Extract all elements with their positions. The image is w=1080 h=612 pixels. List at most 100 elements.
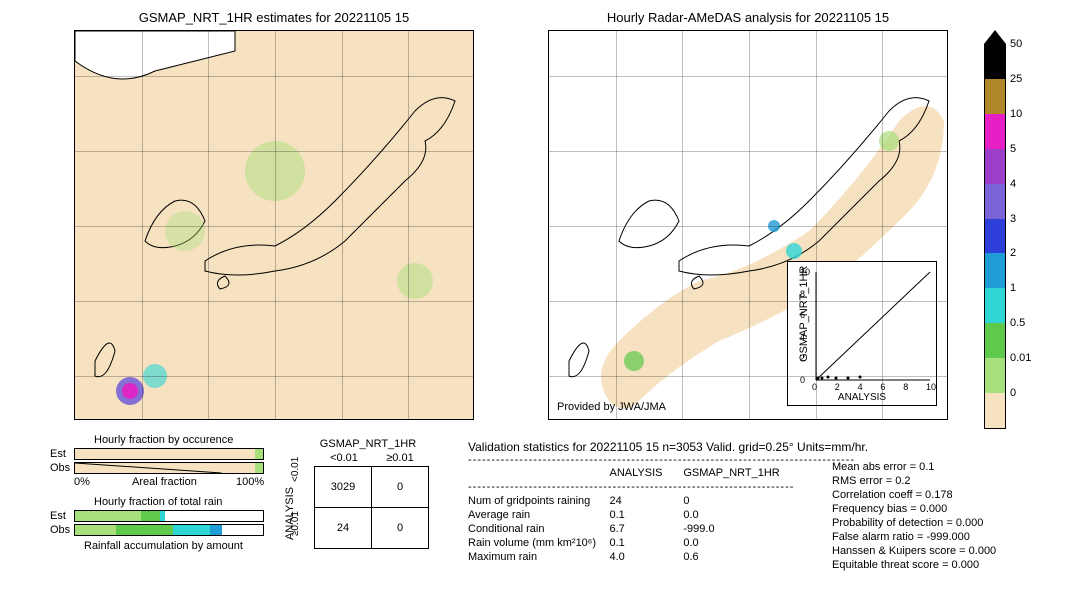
- stat-line: Probability of detection = 0.000: [832, 516, 996, 530]
- xtick-label: 135°E: [260, 419, 290, 420]
- inset-ytick: 6: [800, 310, 805, 320]
- colorbar-label: 3: [1010, 213, 1016, 225]
- stats-list: Mean abs error = 0.1RMS error = 0.2Corre…: [832, 460, 996, 572]
- val-cell: 0.1: [610, 536, 684, 550]
- stat-line: Frequency bias = 0.000: [832, 502, 996, 516]
- ytick-label: 25°N: [548, 370, 549, 382]
- val-col-header: GSMAP_NRT_1HR: [683, 466, 802, 480]
- hbar2-obs-label: Obs: [50, 524, 70, 536]
- val-cell: Num of gridpoints raining: [468, 494, 610, 508]
- colorbar-segment: [984, 44, 1006, 79]
- ytick-label: 35°N: [548, 220, 549, 232]
- colorbar-segment: [984, 358, 1006, 393]
- stat-line: Mean abs error = 0.1: [832, 460, 996, 474]
- contingency-table: 3029 0 24 0: [314, 466, 429, 549]
- inset-xtick: 2: [835, 382, 840, 392]
- hbar2-obs: [74, 524, 264, 536]
- validation-table: ANALYSISGSMAP_NRT_1HR-------------------…: [468, 466, 802, 564]
- bar-segment: [173, 525, 211, 535]
- xtick-label: 130°E: [193, 419, 223, 420]
- colorbar-segment: [984, 114, 1006, 149]
- ytick-label: 25°N: [74, 370, 75, 382]
- right-map-title: Hourly Radar-AMeDAS analysis for 2022110…: [548, 10, 948, 25]
- colorbar-label: 10: [1010, 108, 1022, 120]
- hbar1-obs-label: Obs: [50, 462, 70, 474]
- inset-ytick: 4: [800, 332, 805, 342]
- ctg-col-header: GSMAP_NRT_1HR: [312, 438, 424, 450]
- validation-header: Validation statistics for 20221105 15 n=…: [468, 440, 1058, 454]
- xtick-label: 140°E: [801, 419, 831, 420]
- hbar1-xlab-r: 100%: [236, 476, 264, 488]
- ctg-cell-10: 24: [315, 508, 372, 549]
- xtick-label: 140°E: [327, 419, 357, 420]
- colorbar-label: 1: [1010, 282, 1016, 294]
- ytick-label: 45°N: [74, 70, 75, 82]
- colorbar-segment: [984, 79, 1006, 114]
- inset-ytick: 2: [800, 353, 805, 363]
- colorbar-segment: [984, 184, 1006, 219]
- val-cell: 24: [610, 494, 684, 508]
- inset-ytick: 8: [800, 289, 805, 299]
- colorbar-segment: [984, 253, 1006, 288]
- bar-segment: [255, 449, 263, 459]
- left-map-panel: 25°N30°N35°N40°N45°N125°E130°E135°E140°E…: [74, 30, 474, 420]
- colorbar: 502510543210.50.010: [984, 44, 1006, 414]
- ytick-label: 45°N: [548, 70, 549, 82]
- bar-segment: [141, 511, 160, 521]
- hbar1-obs: [74, 462, 264, 474]
- bar-segment: [210, 525, 221, 535]
- hbar-title-3: Rainfall accumulation by amount: [84, 540, 243, 552]
- inset-xtick: 10: [926, 382, 936, 392]
- val-cell: Conditional rain: [468, 522, 610, 536]
- ytick-label: 40°N: [548, 145, 549, 157]
- left-map-title: GSMAP_NRT_1HR estimates for 20221105 15: [74, 10, 474, 25]
- ytick-label: 30°N: [74, 295, 75, 307]
- inset-ytick: 10: [800, 267, 810, 277]
- val-cell: 0: [683, 494, 802, 508]
- xtick-label: 125°E: [127, 419, 157, 420]
- inset-xlabel: ANALYSIS: [788, 392, 936, 403]
- hbar-title-2: Hourly fraction of total rain: [94, 496, 222, 508]
- colorbar-segment: [984, 393, 1006, 428]
- bar-segment: [116, 525, 172, 535]
- hbar-title-1: Hourly fraction by occurence: [94, 434, 233, 446]
- stat-line: RMS error = 0.2: [832, 474, 996, 488]
- colorbar-segment: [984, 149, 1006, 184]
- inset-xtick: 4: [858, 382, 863, 392]
- hbar2-est-label: Est: [50, 510, 66, 522]
- colorbar-label: 0.01: [1010, 352, 1031, 364]
- val-cell: 6.7: [610, 522, 684, 536]
- val-cell: 0.1: [610, 508, 684, 522]
- ytick-label: 35°N: [74, 220, 75, 232]
- colorbar-label: 25: [1010, 73, 1022, 85]
- val-col-header: ANALYSIS: [610, 466, 684, 480]
- bar-segment: [255, 463, 263, 473]
- provided-by: Provided by JWA/JMA: [557, 401, 666, 413]
- colorbar-segment: [984, 323, 1006, 358]
- bar-segment: [75, 449, 255, 459]
- colorbar-label: 0.5: [1010, 317, 1025, 329]
- val-cell: 4.0: [610, 550, 684, 564]
- ctg-cell-01: 0: [372, 467, 429, 508]
- val-cell: 0.0: [683, 508, 802, 522]
- ctg-col-0: <0.01: [316, 452, 372, 464]
- ctg-col-1: ≥0.01: [372, 452, 428, 464]
- val-cell: Average rain: [468, 508, 610, 522]
- val-cell: -999.0: [683, 522, 802, 536]
- hbar1-est-label: Est: [50, 448, 66, 460]
- hbar1-est: [74, 448, 264, 460]
- ctg-row-1: ≥0.01: [290, 511, 301, 536]
- colorbar-label: 0: [1010, 387, 1016, 399]
- xtick-label: 145°E: [867, 419, 897, 420]
- colorbar-segment: [984, 219, 1006, 254]
- stat-line: Hanssen & Kuipers score = 0.000: [832, 544, 996, 558]
- xtick-label: 125°E: [601, 419, 631, 420]
- stat-line: Correlation coeff = 0.178: [832, 488, 996, 502]
- hbar1-xlab-l: 0%: [74, 476, 90, 488]
- val-cell: Maximum rain: [468, 550, 610, 564]
- hbar2-est: [74, 510, 264, 522]
- val-cell: 0.6: [683, 550, 802, 564]
- right-map-panel: GSMAP_NRT_1HR ANALYSIS 00224466881010 Pr…: [548, 30, 948, 420]
- inset-xtick: 8: [903, 382, 908, 392]
- colorbar-segment: [984, 288, 1006, 323]
